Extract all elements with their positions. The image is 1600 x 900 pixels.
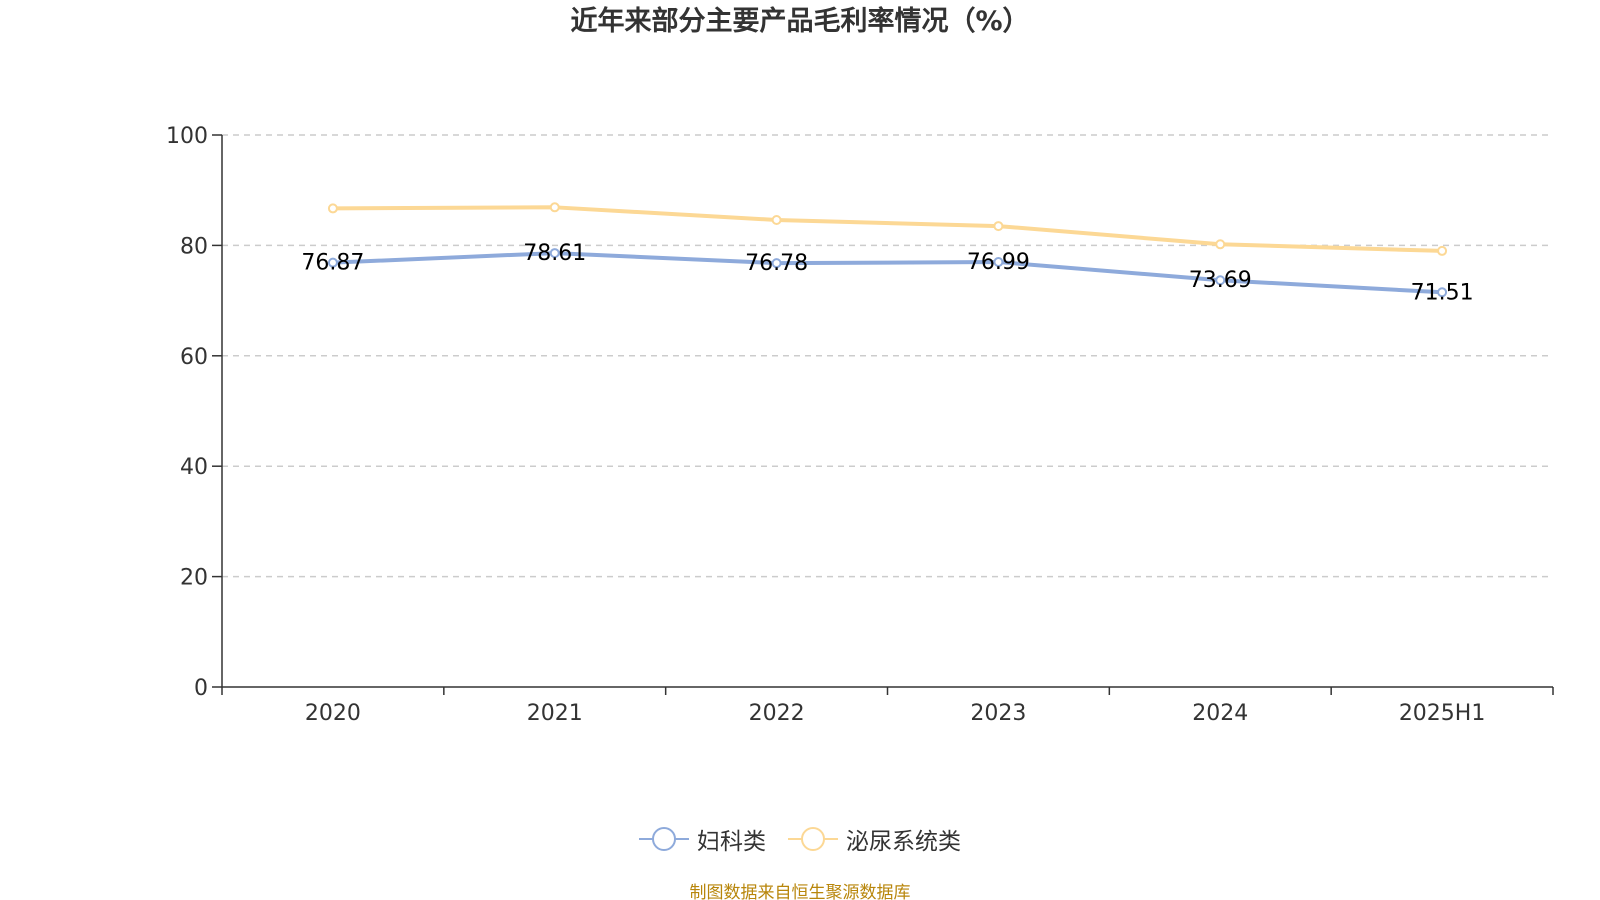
series-0-point-1 <box>549 248 560 259</box>
legend-circle-icon <box>801 827 825 851</box>
series-0-data-label-0: 76.87 <box>301 251 364 276</box>
legend: 妇科类 泌尿系统类 <box>0 822 1600 856</box>
series-0-data-label-1: 78.61 <box>523 241 586 266</box>
y-tick-label-4: 80 <box>180 234 208 259</box>
series-line-1 <box>330 205 1445 253</box>
series-0-point-3 <box>993 257 1004 268</box>
x-tick-label-3: 2023 <box>970 701 1026 726</box>
series-1-point-4 <box>1215 239 1226 250</box>
series-1-point-0 <box>327 203 338 214</box>
chart-title: 近年来部分主要产品毛利率情况（%） <box>570 6 1030 37</box>
series-1-point-2 <box>771 215 782 226</box>
y-tick-label-1: 20 <box>180 566 208 591</box>
y-tick-label-2: 40 <box>180 455 208 480</box>
series-1-point-5 <box>1437 245 1448 256</box>
legend-item-urology[interactable]: 泌尿系统类 <box>788 822 961 856</box>
x-tick-label-5: 2025H1 <box>1399 701 1486 726</box>
legend-swatch-urology <box>788 826 838 852</box>
legend-label-gynecology: 妇科类 <box>697 829 766 855</box>
series-0-point-2 <box>771 258 782 269</box>
x-tick-label-4: 2024 <box>1192 701 1248 726</box>
legend-item-gynecology[interactable]: 妇科类 <box>639 822 766 856</box>
series-0-data-label-4: 73.69 <box>1189 268 1252 293</box>
series-0-data-label-3: 76.99 <box>967 250 1030 275</box>
series-0-point-4 <box>1215 275 1226 286</box>
legend-label-urology: 泌尿系统类 <box>846 829 961 855</box>
source-note: 制图数据来自恒生聚源数据库 <box>689 883 911 900</box>
x-tick-label-1: 2021 <box>527 701 583 726</box>
y-tick-label-0: 0 <box>194 676 208 701</box>
y-tick-label-3: 60 <box>180 345 208 370</box>
series-1-point-3 <box>993 221 1004 232</box>
legend-circle-icon <box>652 827 676 851</box>
series-0-point-5 <box>1437 287 1448 298</box>
series-1-point-1 <box>549 202 560 213</box>
series-0-data-label-2: 76.78 <box>745 251 808 276</box>
y-tick-label-5: 100 <box>166 124 208 149</box>
x-tick-label-0: 2020 <box>305 701 361 726</box>
series-0-point-0 <box>327 257 338 268</box>
series-0-data-label-5: 71.51 <box>1411 280 1474 305</box>
legend-swatch-gynecology <box>639 826 689 852</box>
x-tick-label-2: 2022 <box>749 701 805 726</box>
series-line-0 <box>330 251 1445 295</box>
